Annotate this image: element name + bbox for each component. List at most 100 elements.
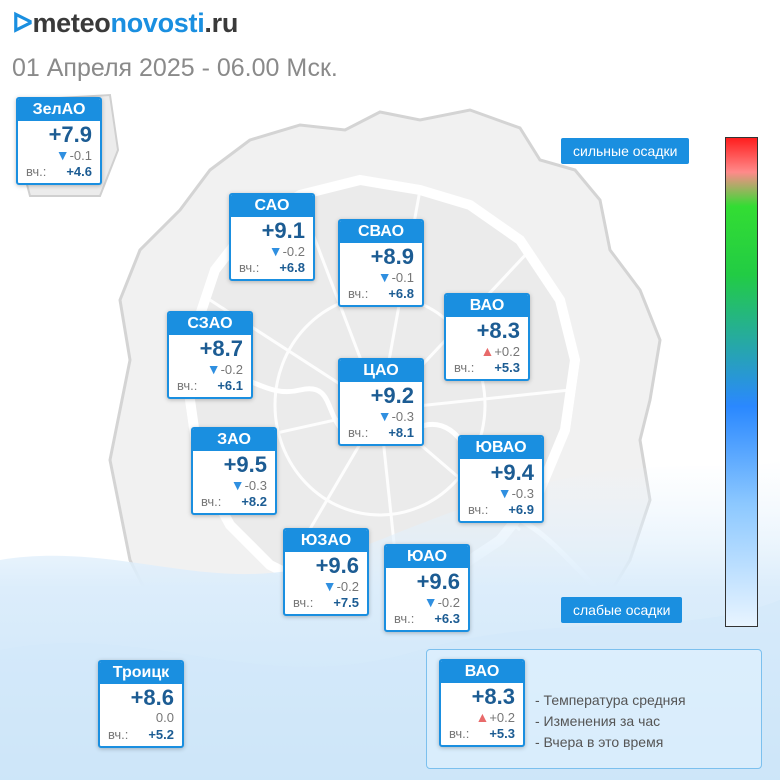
- scale-top-label: сильные осадки: [561, 138, 690, 164]
- yesterday-label: вч.:: [293, 595, 314, 610]
- legend-sample-card: ВАО +8.3 ▲+0.2 вч.: +5.3: [439, 659, 525, 747]
- legend-texts: - Температура средняя - Изменения за час…: [535, 690, 686, 753]
- card-temperature: +9.1: [261, 218, 305, 243]
- district-card-troick[interactable]: Троицк +8.6 0.0 вч.: +5.2: [98, 660, 184, 748]
- trend-down-icon: ▼: [230, 477, 245, 493]
- card-temperature: +9.5: [223, 452, 267, 477]
- site-logo[interactable]: ᐅmeteonovosti.ru: [12, 8, 238, 39]
- precipitation-color-scale: [725, 137, 758, 627]
- trend-down-icon: ▼: [268, 243, 283, 259]
- district-card-svao[interactable]: СВАО +8.9 ▼-0.1 вч.: +6.8: [338, 219, 424, 307]
- yesterday-label: вч.:: [201, 494, 222, 509]
- district-card-yuao[interactable]: ЮАО +9.6 ▼-0.2 вч.: +6.3: [384, 544, 470, 632]
- card-hour-change: 0.0: [100, 710, 182, 726]
- trend-down-icon: ▼: [377, 269, 392, 285]
- card-name: ВАО: [446, 295, 528, 317]
- district-card-zao[interactable]: ЗАО +9.5 ▼-0.3 вч.: +8.2: [191, 427, 277, 515]
- card-delta-value: -0.2: [336, 579, 359, 594]
- card-name: Троицк: [100, 662, 182, 684]
- district-card-sao[interactable]: САО +9.1 ▼-0.2 вч.: +6.8: [229, 193, 315, 281]
- trend-down-icon: ▼: [377, 408, 392, 424]
- card-temperature: +8.6: [130, 685, 174, 710]
- card-hour-change: ▼-0.2: [386, 594, 468, 610]
- district-card-yuvao[interactable]: ЮВАО +9.4 ▼-0.3 вч.: +6.9: [458, 435, 544, 523]
- card-name: СЗАО: [169, 313, 251, 335]
- card-yesterday: вч.: +5.3: [446, 359, 528, 379]
- district-card-vao[interactable]: ВАО +8.3 ▲+0.2 вч.: +5.3: [444, 293, 530, 381]
- card-delta-value: -0.2: [282, 244, 305, 259]
- legend-item-temperature: - Температура средняя: [535, 692, 686, 708]
- card-yesterday: вч.: +5.3: [441, 725, 523, 745]
- yesterday-label: вч.:: [239, 260, 260, 275]
- district-card-szao[interactable]: СЗАО +8.7 ▼-0.2 вч.: +6.1: [167, 311, 253, 399]
- card-yesterday: вч.: +8.1: [340, 424, 422, 444]
- card-yesterday: вч.: +6.3: [386, 610, 468, 630]
- trend-down-icon: ▼: [322, 578, 337, 594]
- card-hour-change: ▲+0.2: [441, 709, 523, 725]
- card-temperature: +9.2: [370, 383, 414, 408]
- card-delta-value: -0.2: [437, 595, 460, 610]
- district-card-zelao[interactable]: ЗелАО +7.9 ▼-0.1 вч.: +4.6: [16, 97, 102, 185]
- yesterday-value: +7.5: [333, 595, 359, 610]
- card-name: СВАО: [340, 221, 422, 243]
- card-hour-change: ▼-0.3: [340, 408, 422, 424]
- card-yesterday: вч.: +4.6: [18, 163, 100, 183]
- district-card-cao[interactable]: ЦАО +9.2 ▼-0.3 вч.: +8.1: [338, 358, 424, 446]
- card-delta-value: +0.2: [494, 344, 520, 359]
- yesterday-label: вч.:: [468, 502, 489, 517]
- yesterday-value: +6.9: [508, 502, 534, 517]
- card-yesterday: вч.: +6.8: [340, 285, 422, 305]
- card-yesterday: вч.: +8.2: [193, 493, 275, 513]
- trend-down-icon: ▼: [206, 361, 221, 377]
- logo-text-meteo: meteo: [32, 8, 111, 38]
- trend-down-icon: ▼: [497, 485, 512, 501]
- yesterday-value: +8.2: [241, 494, 267, 509]
- yesterday-value: +6.8: [279, 260, 305, 275]
- logo-text-domain: .ru: [204, 8, 239, 38]
- card-delta-value: -0.3: [391, 409, 414, 424]
- yesterday-label: вч.:: [348, 425, 369, 440]
- card-temperature: +9.6: [416, 569, 460, 594]
- yesterday-label: вч.:: [449, 726, 470, 741]
- district-card-yuzao[interactable]: ЮЗАО +9.6 ▼-0.2 вч.: +7.5: [283, 528, 369, 616]
- scale-bottom-label: слабые осадки: [561, 597, 683, 623]
- card-hour-change: ▼-0.2: [231, 243, 313, 259]
- trend-up-icon: ▲: [475, 709, 490, 725]
- card-hour-change: ▼-0.3: [193, 477, 275, 493]
- card-temperature: +7.9: [48, 122, 92, 147]
- yesterday-value: +5.3: [489, 726, 515, 741]
- yesterday-label: вч.:: [454, 360, 475, 375]
- card-delta-value: -0.3: [244, 478, 267, 493]
- card-hour-change: ▼-0.2: [285, 578, 367, 594]
- card-temperature: +8.9: [370, 244, 414, 269]
- card-hour-change: ▼-0.3: [460, 485, 542, 501]
- legend-panel: ВАО +8.3 ▲+0.2 вч.: +5.3 - Температура ср…: [426, 649, 762, 769]
- trend-down-icon: ▼: [423, 594, 438, 610]
- trend-up-icon: ▲: [480, 343, 495, 359]
- card-name: ЗАО: [193, 429, 275, 451]
- card-temperature: +8.3: [471, 684, 515, 709]
- logo-text-novosti: novosti: [110, 8, 205, 38]
- yesterday-label: вч.:: [108, 727, 129, 742]
- yesterday-value: +6.3: [434, 611, 460, 626]
- card-name: ВАО: [441, 661, 523, 683]
- trend-down-icon: ▼: [55, 147, 70, 163]
- card-yesterday: вч.: +5.2: [100, 726, 182, 746]
- yesterday-value: +6.1: [217, 378, 243, 393]
- yesterday-value: +5.3: [494, 360, 520, 375]
- card-name: ЮЗАО: [285, 530, 367, 552]
- card-hour-change: ▼-0.2: [169, 361, 251, 377]
- card-temperature: +8.3: [476, 318, 520, 343]
- card-temperature: +9.6: [315, 553, 359, 578]
- card-delta-value: -0.1: [391, 270, 414, 285]
- logo-arrow-icon: ᐅ: [12, 8, 33, 38]
- card-yesterday: вч.: +7.5: [285, 594, 367, 614]
- card-temperature: +8.7: [199, 336, 243, 361]
- yesterday-label: вч.:: [177, 378, 198, 393]
- card-name: ЦАО: [340, 360, 422, 382]
- card-delta-value: -0.2: [220, 362, 243, 377]
- yesterday-value: +4.6: [66, 164, 92, 179]
- card-name: ЮАО: [386, 546, 468, 568]
- card-name: ЗелАО: [18, 99, 100, 121]
- card-delta-value: +0.2: [489, 710, 515, 725]
